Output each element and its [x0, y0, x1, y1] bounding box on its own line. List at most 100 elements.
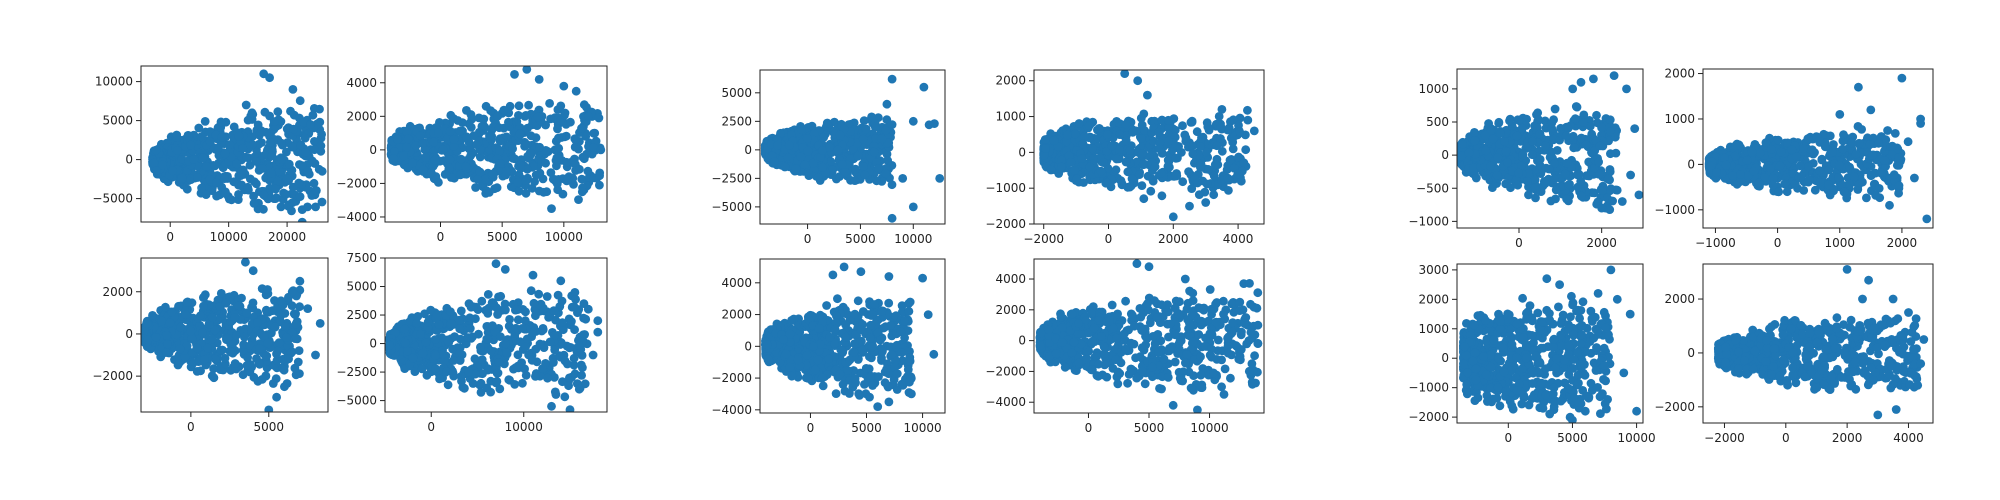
scatter-point: [276, 296, 286, 306]
scatter-point: [456, 154, 466, 164]
scatter-point: [850, 374, 860, 384]
outlier-point: [272, 392, 281, 402]
scatter-point: [412, 318, 422, 328]
scatter-point: [579, 154, 589, 164]
scatter-point: [1112, 154, 1122, 164]
scatter-point: [802, 350, 812, 360]
scatter-point: [501, 166, 511, 176]
x-tick-label: 10000: [545, 230, 583, 244]
scatter-point: [1125, 146, 1135, 155]
scatter-point: [874, 164, 883, 173]
scatter-point: [217, 132, 227, 142]
scatter-point: [455, 170, 465, 180]
scatter-point: [1062, 137, 1071, 147]
outlier-point: [306, 120, 315, 129]
scatter-point: [418, 165, 428, 175]
scatter-point: [508, 144, 517, 154]
scatter-point: [1190, 174, 1200, 184]
scatter-point: [828, 165, 837, 175]
scatter-point: [892, 369, 902, 378]
scatter-point: [556, 101, 566, 111]
scatter-point: [550, 345, 560, 355]
scatter-point: [255, 344, 265, 353]
scatter-point: [297, 217, 307, 222]
scatter-point: [494, 123, 504, 133]
outlier-point: [315, 319, 325, 328]
scatter-point: [274, 338, 284, 348]
axes-frame: [384, 257, 608, 413]
scatter-point: [182, 184, 192, 194]
outlier-point: [596, 145, 606, 155]
scatter-point: [762, 340, 772, 350]
outlier-point: [873, 402, 883, 411]
scatter-point: [905, 356, 915, 366]
scatter-point: [199, 292, 209, 302]
scatter-point: [238, 370, 248, 380]
scatter-point: [538, 303, 548, 313]
scatter-point: [316, 141, 326, 151]
scatter-point: [426, 305, 436, 315]
scatter-point: [1111, 165, 1121, 175]
scatter-point: [818, 381, 828, 391]
scatter-point: [480, 174, 490, 184]
scatter-point: [514, 101, 524, 111]
scatter-point: [226, 347, 236, 356]
scatter-point: [192, 367, 202, 376]
y-tick-label: 0: [125, 327, 133, 341]
scatter-point: [477, 355, 487, 364]
scatter-point: [243, 182, 253, 192]
scatter-point: [284, 354, 293, 364]
outlier-point: [241, 100, 251, 110]
scatter-point: [204, 319, 214, 329]
scatter-point: [809, 341, 818, 351]
scatter-point: [883, 382, 893, 392]
outlier-point: [590, 128, 600, 138]
scatter-point: [257, 164, 267, 173]
scatter-point: [288, 142, 297, 152]
scatter-point: [148, 311, 157, 320]
outlier-point: [317, 166, 327, 176]
outlier-point: [908, 116, 918, 126]
scatter-point: [220, 174, 230, 184]
scatter-point: [849, 347, 859, 357]
scatter-point: [873, 328, 883, 338]
outlier-point: [574, 384, 584, 394]
outlier-point: [588, 350, 598, 360]
scatter-point: [259, 190, 269, 200]
scatter-point: [903, 326, 913, 335]
scatter-point: [481, 305, 490, 315]
scatter-point: [535, 339, 545, 349]
scatter-point: [475, 167, 485, 177]
scatter-point: [162, 348, 172, 357]
scatter-point: [905, 297, 915, 307]
scatter-point: [841, 332, 850, 342]
scatter-point: [565, 343, 574, 353]
scatter-point: [249, 191, 258, 201]
scatter-point: [461, 162, 471, 172]
scatter-point: [197, 183, 207, 193]
scatter-point: [770, 157, 779, 167]
scatter-point: [521, 111, 531, 120]
outlier-point: [534, 75, 544, 84]
scatter-point: [261, 351, 271, 361]
scatter-point: [307, 156, 317, 166]
scatter-point: [464, 299, 474, 308]
scatter-point: [430, 155, 440, 165]
scatter-point: [255, 359, 264, 369]
scatter-point: [826, 157, 836, 166]
scatter-point: [884, 298, 894, 308]
scatter-point: [868, 381, 877, 390]
scatter-point: [1168, 145, 1177, 155]
scatter-point: [196, 311, 205, 321]
scatter-point: [265, 138, 275, 147]
scatter-point: [464, 367, 473, 377]
scatter-point: [220, 353, 230, 363]
scatter-point: [501, 305, 510, 315]
scatter-point: [874, 372, 883, 381]
scatter-point: [1146, 186, 1156, 196]
scatter-point: [516, 164, 526, 173]
scatter-point: [545, 99, 554, 108]
scatter-point: [229, 122, 239, 132]
scatter-point: [270, 296, 279, 305]
